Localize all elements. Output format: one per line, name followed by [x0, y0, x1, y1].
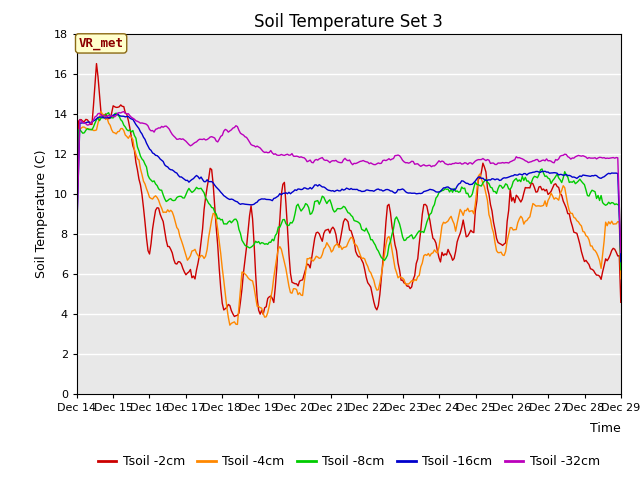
Tsoil -16cm	[114, 111, 122, 117]
Tsoil -4cm	[266, 303, 273, 309]
Tsoil -2cm	[266, 294, 273, 300]
Tsoil -8cm	[617, 267, 625, 273]
Tsoil -8cm	[312, 198, 320, 204]
Title: Soil Temperature Set 3: Soil Temperature Set 3	[254, 12, 444, 31]
Tsoil -32cm	[255, 144, 262, 150]
Tsoil -32cm	[588, 155, 596, 161]
Tsoil -4cm	[97, 108, 105, 114]
Tsoil -32cm	[264, 150, 271, 156]
Tsoil -32cm	[237, 131, 244, 136]
Line: Tsoil -8cm: Tsoil -8cm	[77, 113, 621, 270]
Tsoil -16cm	[73, 228, 81, 234]
Tsoil -32cm	[312, 156, 320, 162]
Tsoil -8cm	[264, 241, 271, 247]
Tsoil -4cm	[73, 215, 81, 220]
Legend: Tsoil -2cm, Tsoil -4cm, Tsoil -8cm, Tsoil -16cm, Tsoil -32cm: Tsoil -2cm, Tsoil -4cm, Tsoil -8cm, Tsoi…	[93, 450, 605, 473]
Tsoil -2cm	[73, 210, 81, 216]
Tsoil -4cm	[226, 322, 234, 328]
Tsoil -4cm	[617, 276, 625, 282]
Tsoil -32cm	[73, 227, 81, 232]
Tsoil -16cm	[255, 197, 262, 203]
Tsoil -8cm	[105, 110, 113, 116]
Tsoil -8cm	[141, 161, 149, 167]
Line: Tsoil -16cm: Tsoil -16cm	[77, 114, 621, 262]
Tsoil -16cm	[141, 136, 149, 142]
Line: Tsoil -4cm: Tsoil -4cm	[77, 111, 621, 325]
Tsoil -4cm	[314, 254, 321, 260]
Tsoil -4cm	[141, 181, 149, 187]
Tsoil -2cm	[238, 286, 246, 292]
Tsoil -16cm	[617, 259, 625, 264]
Tsoil -2cm	[314, 229, 321, 235]
Tsoil -2cm	[617, 300, 625, 305]
Tsoil -16cm	[588, 173, 596, 179]
Tsoil -2cm	[256, 311, 264, 317]
Tsoil -32cm	[617, 250, 625, 255]
Tsoil -32cm	[141, 121, 149, 127]
Tsoil -2cm	[589, 267, 597, 273]
Tsoil -8cm	[237, 230, 244, 236]
Tsoil -2cm	[141, 219, 149, 225]
Tsoil -16cm	[264, 197, 271, 203]
Line: Tsoil -2cm: Tsoil -2cm	[77, 63, 621, 316]
Line: Tsoil -32cm: Tsoil -32cm	[77, 111, 621, 252]
Text: VR_met: VR_met	[79, 37, 124, 50]
Tsoil -16cm	[237, 202, 244, 207]
Y-axis label: Soil Temperature (C): Soil Temperature (C)	[35, 149, 48, 278]
Tsoil -2cm	[230, 313, 238, 319]
Text: Time: Time	[590, 422, 621, 435]
Tsoil -4cm	[589, 247, 597, 252]
Tsoil -32cm	[120, 108, 127, 114]
Tsoil -4cm	[238, 269, 246, 275]
Tsoil -8cm	[255, 239, 262, 244]
Tsoil -4cm	[256, 305, 264, 311]
Tsoil -16cm	[312, 182, 320, 188]
Tsoil -8cm	[588, 187, 596, 193]
Tsoil -8cm	[73, 215, 81, 221]
Tsoil -2cm	[93, 60, 100, 66]
